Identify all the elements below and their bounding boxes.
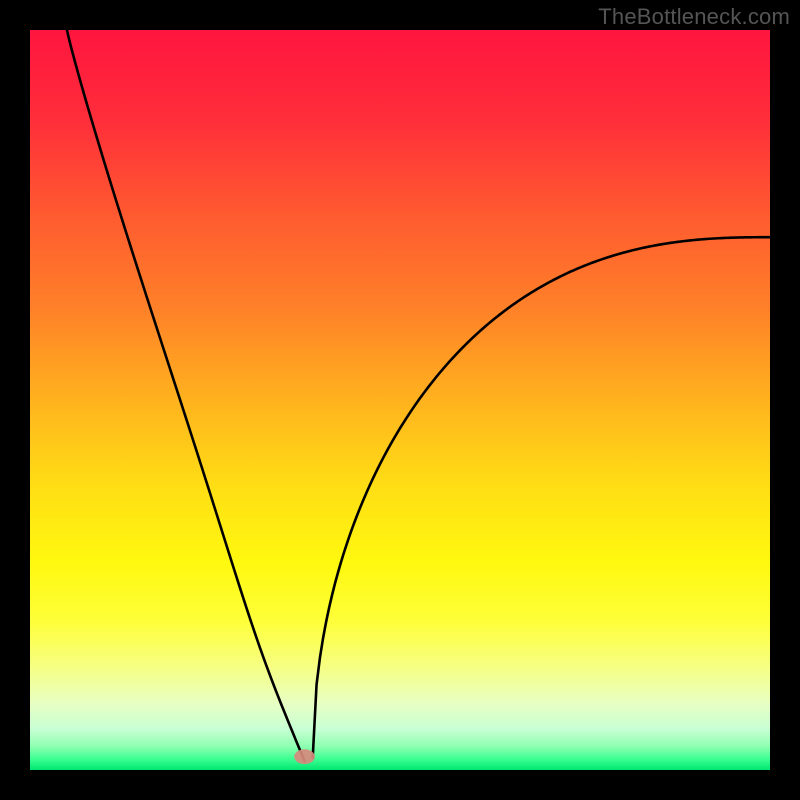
valley-marker — [294, 749, 315, 764]
gradient-background — [30, 30, 770, 770]
watermark-text: TheBottleneck.com — [598, 4, 790, 30]
chart-plot-area — [30, 30, 770, 770]
chart-svg — [30, 30, 770, 770]
